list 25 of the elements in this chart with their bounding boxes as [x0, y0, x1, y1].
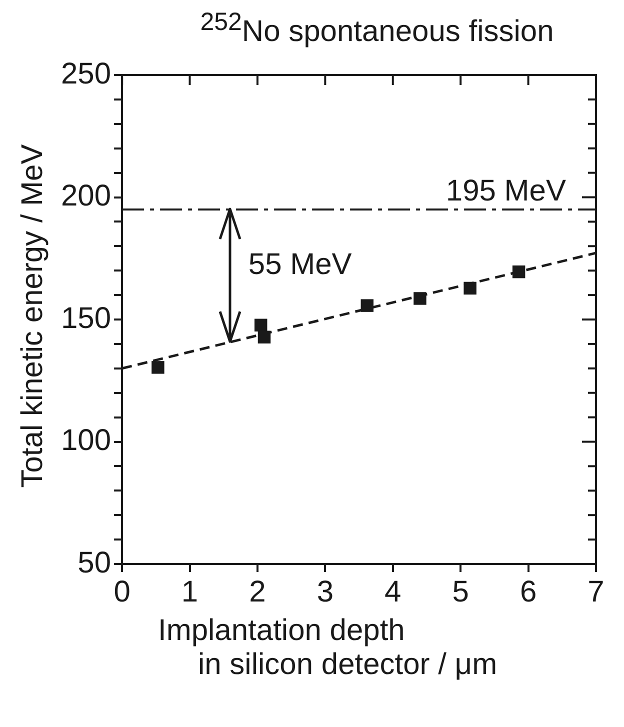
x-tick-label: 0 [114, 575, 130, 608]
y-tick-label: 250 [60, 57, 112, 90]
point [258, 330, 271, 344]
x-axis-title: Implantation depth in silicon detector / μm [158, 614, 498, 682]
point [512, 265, 526, 278]
x-tick-label: 2 [249, 575, 266, 608]
annotation: 55 MeV [248, 248, 352, 282]
x-tick-label: 5 [452, 575, 469, 608]
x-tick-label: 3 [316, 575, 334, 608]
y-tick-label: 200 [60, 180, 112, 213]
chart-title: $^{252}$No spontaneous fission [199, 8, 555, 50]
point [254, 318, 268, 332]
y-tick-label: 100 [60, 424, 112, 458]
point [360, 299, 374, 312]
x-tick-label: 4 [384, 575, 402, 608]
point [464, 282, 476, 295]
x-tick-label: 7 [588, 575, 604, 608]
y-axis-title: Total kinetic energy / MeV [16, 144, 50, 488]
ref-line-label: 195 MeV [446, 174, 566, 208]
x-tick-label: 6 [520, 575, 537, 608]
x-tick-label: 1 [181, 575, 198, 608]
point [414, 292, 426, 305]
point [152, 361, 164, 374]
y-tick-label: 50 [78, 546, 112, 580]
y-tick-label: 150 [60, 302, 112, 335]
